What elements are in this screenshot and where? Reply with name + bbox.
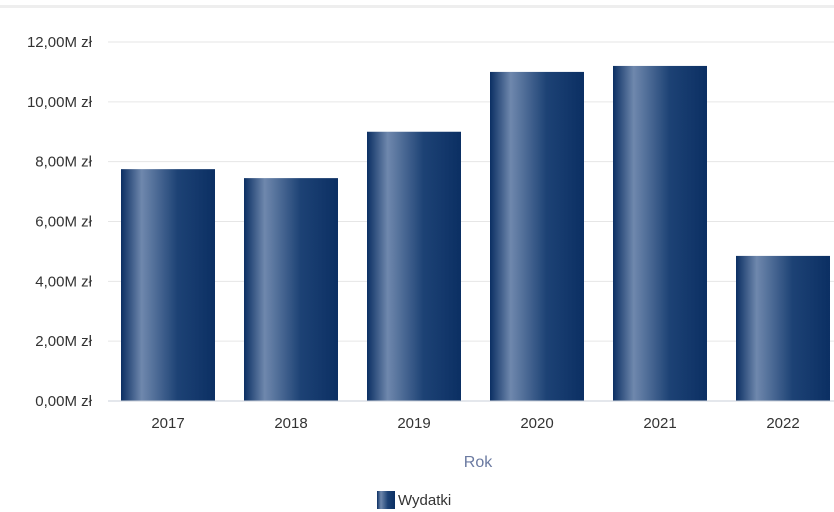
x-tick-label-2021: 2021 — [643, 415, 676, 432]
x-tick-label-2020: 2020 — [520, 415, 553, 432]
y-tick-label: 4,00M zł — [35, 273, 92, 290]
bar-2021[interactable] — [613, 66, 707, 401]
x-tick-label-2017: 2017 — [151, 415, 184, 432]
bar-2018[interactable] — [244, 178, 338, 401]
bar-2020[interactable] — [490, 72, 584, 401]
x-tick-label-2019: 2019 — [397, 415, 430, 432]
legend[interactable]: Wydatki — [377, 491, 451, 509]
legend-swatch — [377, 491, 395, 509]
bar-2022[interactable] — [736, 256, 830, 401]
y-tick-label: 6,00M zł — [35, 214, 92, 231]
y-tick-label: 12,00M zł — [27, 34, 93, 51]
y-tick-label: 10,00M zł — [27, 94, 93, 111]
bars — [121, 66, 830, 401]
x-tick-label-2018: 2018 — [274, 415, 307, 432]
x-tick-label-2022: 2022 — [766, 415, 799, 432]
y-tick-label: 8,00M zł — [35, 154, 92, 171]
x-axis-ticks: 2017 2018 2019 2020 2021 2022 — [151, 415, 799, 432]
x-axis-title: Rok — [464, 454, 493, 471]
grid-lines — [108, 42, 834, 341]
bar-2019[interactable] — [367, 132, 461, 401]
legend-label-wydatki: Wydatki — [398, 492, 451, 509]
y-axis-ticks: 0,00M zł 2,00M zł 4,00M zł 6,00M zł 8,00M zł… — [27, 34, 93, 410]
y-tick-label: 0,00M zł — [35, 393, 92, 410]
bar-2017[interactable] — [121, 169, 215, 401]
y-tick-label: 2,00M zł — [35, 333, 92, 350]
